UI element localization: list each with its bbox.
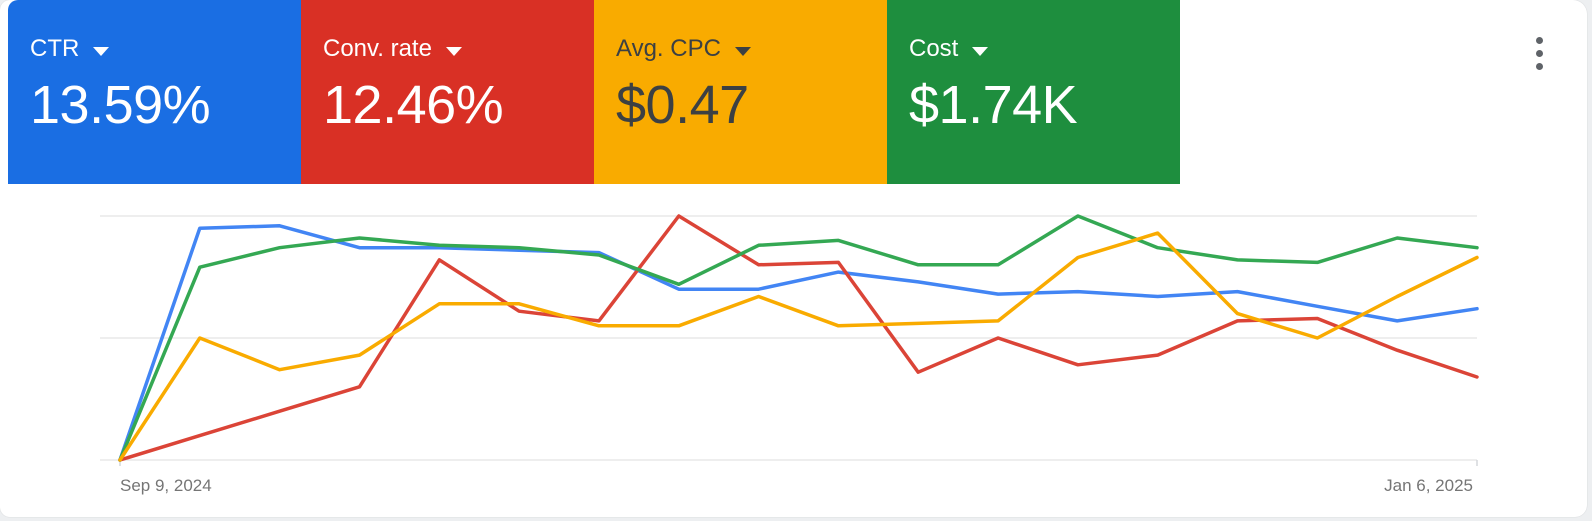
metric-card-conv-rate[interactable]: Conv. rate 12.46% [301, 0, 594, 184]
metric-card-ctr[interactable]: CTR 13.59% [8, 0, 301, 184]
dropdown-caret-icon[interactable] [972, 46, 989, 56]
kebab-menu-icon[interactable] [1528, 37, 1550, 70]
metric-label: Avg. CPC [616, 35, 721, 62]
metric-card-avg-cpc[interactable]: Avg. CPC $0.47 [594, 0, 887, 184]
x-axis-end-label: Jan 6, 2025 [1384, 476, 1473, 495]
dropdown-caret-icon[interactable] [93, 46, 110, 56]
series-line-cost [118, 214, 1479, 462]
series-line-conv-rate [118, 214, 1479, 462]
metric-value: 12.46% [323, 75, 504, 135]
dropdown-caret-icon[interactable] [734, 46, 751, 56]
metric-header: Cost [909, 36, 1180, 62]
metric-card-cost[interactable]: Cost $1.74K [887, 0, 1180, 184]
x-axis-start-label: Sep 9, 2024 [120, 476, 212, 495]
metric-header: CTR [30, 36, 301, 62]
metric-header: Conv. rate [323, 36, 594, 62]
metric-header: Avg. CPC [616, 36, 887, 62]
kebab-dot [1535, 63, 1543, 70]
kebab-dot [1535, 50, 1543, 57]
metric-label: CTR [30, 35, 80, 62]
metric-cards: CTR 13.59% Conv. rate 12.46% Avg. CPC $0… [8, 0, 1180, 184]
kebab-dot [1535, 37, 1543, 44]
metric-value: $1.74K [909, 75, 1078, 135]
series-line-avg-cpc [118, 231, 1479, 462]
metric-value: 13.59% [30, 75, 211, 135]
series-line-ctr [118, 224, 1479, 462]
metric-label: Conv. rate [323, 35, 432, 62]
dropdown-caret-icon[interactable] [445, 46, 462, 56]
chart-plot-area [100, 214, 1479, 466]
metric-value: $0.47 [616, 75, 749, 135]
time-series-chart: Sep 9, 2024 Jan 6, 2025 [0, 186, 1585, 517]
metric-label: Cost [909, 35, 959, 62]
